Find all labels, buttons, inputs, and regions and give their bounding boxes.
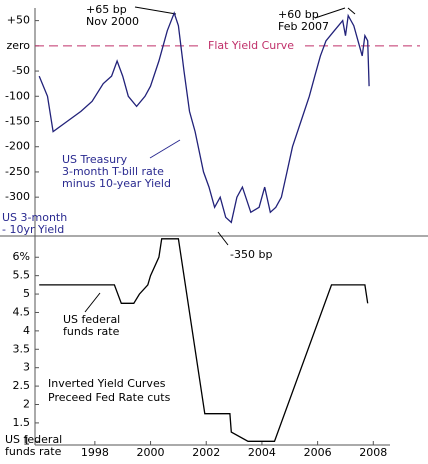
annotation: minus 10-year Yield bbox=[62, 177, 171, 190]
leader bbox=[134, 6, 177, 15]
y-tick-label: -100 bbox=[5, 89, 30, 102]
leader bbox=[149, 139, 181, 159]
leader bbox=[217, 231, 229, 246]
x-tick-label: 2002 bbox=[192, 446, 220, 459]
y-tick-label: 2 bbox=[23, 398, 30, 411]
annotation: Nov 2000 bbox=[86, 15, 139, 28]
leader bbox=[84, 292, 101, 313]
y-axis-label: US 3-month bbox=[2, 211, 67, 224]
y-tick-label: -50 bbox=[12, 64, 30, 77]
y-tick-label: 3 bbox=[23, 361, 30, 374]
y-tick-label: -300 bbox=[5, 190, 30, 203]
annotation: funds rate bbox=[63, 325, 120, 338]
x-tick-label: 2004 bbox=[248, 446, 276, 459]
y-tick-label: 5 bbox=[23, 287, 30, 300]
leader bbox=[347, 7, 356, 15]
y-tick-label: -150 bbox=[5, 115, 30, 128]
x-tick-label: 2008 bbox=[359, 446, 387, 459]
y-axis-label: funds rate bbox=[5, 445, 62, 458]
annotation: -350 bp bbox=[230, 248, 272, 261]
annotation: Inverted Yield Curves bbox=[48, 377, 166, 390]
x-tick-label: 2006 bbox=[304, 446, 332, 459]
y-tick-label: +50 bbox=[7, 14, 30, 27]
annotation: US federal bbox=[63, 313, 120, 326]
x-tick-label: 2000 bbox=[137, 446, 165, 459]
y-tick-label: zero bbox=[6, 39, 30, 52]
y-tick-label: 2.5 bbox=[13, 379, 31, 392]
annotation: 3-month T-bill rate bbox=[62, 165, 164, 178]
leader bbox=[314, 7, 346, 19]
data-line bbox=[38, 11, 370, 224]
y-axis-label: - 10yr Yield bbox=[2, 223, 64, 236]
y-tick-label: -250 bbox=[5, 165, 30, 178]
data-line bbox=[39, 238, 369, 442]
y-tick-label: 1 bbox=[23, 434, 30, 447]
annotation: +65 bp bbox=[86, 3, 127, 16]
y-tick-label: 4.5 bbox=[13, 305, 31, 318]
y-tick-label: 4 bbox=[23, 324, 30, 337]
y-tick-label: 1.5 bbox=[13, 416, 31, 429]
x-tick-label: 1998 bbox=[81, 446, 109, 459]
y-tick-label: 6% bbox=[13, 250, 30, 263]
annotation: US Treasury bbox=[62, 153, 128, 166]
annotation: Preceed Fed Rate cuts bbox=[48, 391, 171, 404]
y-tick-label: -200 bbox=[5, 140, 30, 153]
annotation: Feb 2007 bbox=[278, 20, 329, 33]
y-tick-label: 3.5 bbox=[13, 342, 31, 355]
annotation: +60 bp bbox=[278, 8, 319, 21]
reference-label: Flat Yield Curve bbox=[208, 39, 294, 52]
y-axis-label: US federal bbox=[5, 433, 62, 446]
y-tick-label: 5.5 bbox=[13, 269, 31, 282]
